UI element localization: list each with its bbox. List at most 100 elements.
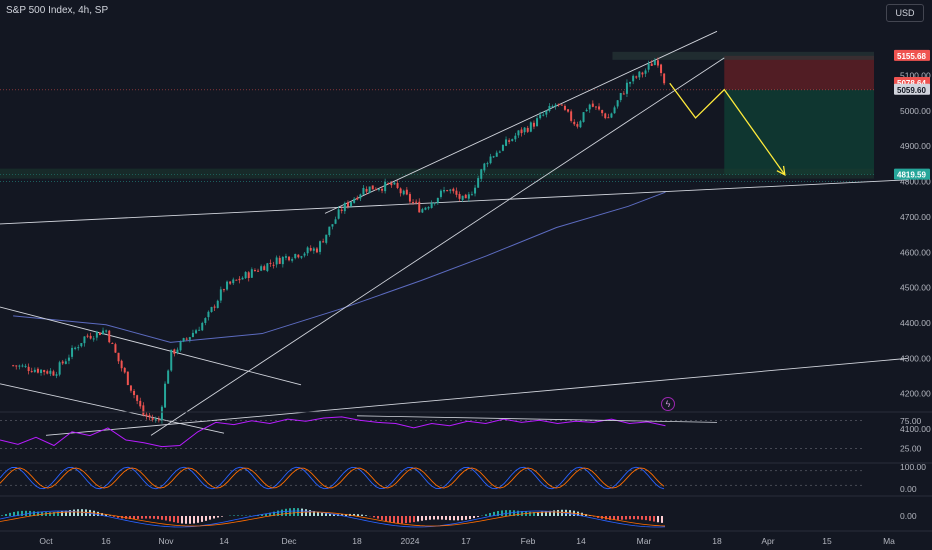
currency-button[interactable]: USD [886,4,924,22]
candle-down [412,202,415,204]
candle-down [601,110,604,114]
macd-histogram-bar [341,514,343,516]
macd-histogram-bar [293,508,295,516]
moving-average-line [13,191,666,343]
candle-up [179,341,182,351]
resistance-band [612,51,874,60]
candle-down [133,390,136,396]
price-label-box [894,83,930,95]
macd-histogram-bar [537,511,539,516]
price-tick-label: 4900.00 [900,141,931,151]
candle-up [529,122,532,132]
support-band [0,168,874,179]
macd-histogram-bar [149,516,151,519]
trendline [150,57,725,436]
macd-histogram-bar [161,516,163,520]
candle-down [557,103,560,105]
candle-up [226,281,229,290]
moving-average-layer [13,191,666,343]
candle-up [474,187,477,194]
macd-histogram-bar [557,509,559,516]
macd-histogram-bar [5,514,7,516]
candle-down [408,194,411,202]
candle-up [154,419,157,421]
candle-down [86,335,89,337]
candle-up [430,202,433,208]
candle-up [582,112,585,122]
candle-up [579,121,582,128]
price-tick-label: 4500.00 [900,283,931,293]
candle-down [570,111,573,121]
candle-down [663,73,666,84]
candle-down [455,190,458,195]
macd-histogram-bar [641,516,643,520]
candle-down [660,64,663,74]
macd-histogram-bar [501,510,503,516]
macd-histogram-bar [213,516,215,519]
price-label-box [894,49,930,61]
macd-histogram-bar [201,516,203,522]
macd-histogram-bar [9,512,11,516]
price-label-text: 5155.68 [897,52,926,61]
candle-up [467,194,470,199]
candle-down [650,63,653,66]
candle-up [644,70,647,74]
price-tick-label: 5100.00 [900,71,931,81]
candle-down [322,241,325,243]
candle-up [554,104,557,107]
macd-histogram-bar [1,515,3,516]
candle-down [371,185,374,190]
macd-histogram-bar [49,512,51,516]
lightning-icon[interactable]: ϟ [661,397,675,411]
price-tick-label: 4100.00 [900,424,931,434]
candle-up [275,257,278,265]
candle-down [622,93,625,95]
candle-up [58,362,61,375]
candle-up [653,60,656,66]
candle-up [433,202,436,204]
macd-histogram-bar [317,511,319,516]
macd-histogram-bar [413,516,415,523]
price-label-text: 5059.60 [897,86,926,95]
macd-histogram-bar [281,509,283,516]
candle-up [489,156,492,164]
candle-up [613,107,616,114]
time-axis: Oct 16 Nov 14 Dec 18 2024 17 Feb 14 Mar 18 Apr 15 Ma [0,530,932,546]
candle-up [77,347,80,349]
macd-histogram-bar [61,511,63,516]
macd-histogram-bar [69,510,71,516]
candle-up [359,194,362,199]
candle-up [102,330,105,335]
macd-histogram-bar [493,511,495,516]
candle-up [284,256,287,258]
candle-up [436,197,439,203]
candle-up [443,190,446,192]
candle-down [269,262,272,264]
macd-histogram-bar [157,516,159,520]
candle-down [532,122,535,127]
candle-down [43,370,46,373]
candle-down [30,371,33,373]
candle-up [517,130,520,136]
macd-histogram-bar [265,513,267,516]
candle-up [204,318,207,323]
candle-up [449,189,452,191]
candle-up [353,198,356,203]
candle-down [235,279,238,281]
candle-down [61,361,64,364]
candle-up [83,336,86,344]
macd-histogram-bar [217,516,219,518]
candle-up [588,104,591,110]
macd-histogram-bar [25,510,27,516]
candle-down [560,104,563,106]
candle-up [74,347,77,349]
macd-histogram-bar [297,508,299,516]
candle-up [402,190,405,195]
time-tick-label: Feb [521,536,536,546]
macd-histogram-bar [533,511,535,516]
candle-down [173,349,176,354]
candle-up [461,195,464,200]
macd-histogram-bar [353,513,355,516]
macd-histogram-bar [289,508,291,516]
